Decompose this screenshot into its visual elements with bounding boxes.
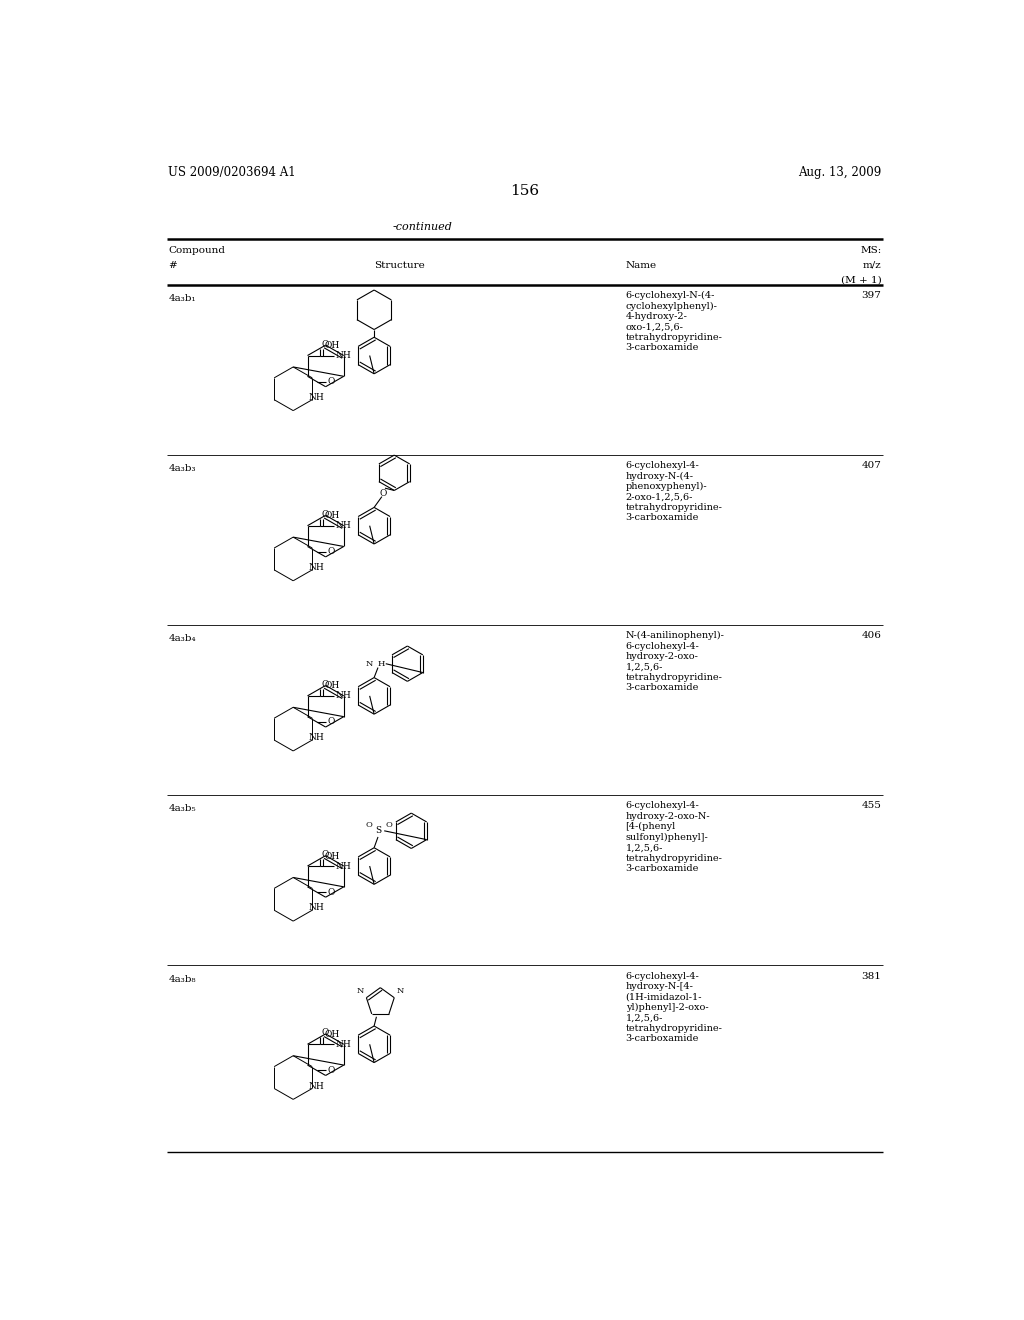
Text: NH: NH bbox=[336, 521, 351, 531]
Text: O: O bbox=[322, 680, 329, 689]
Text: Structure: Structure bbox=[374, 261, 425, 269]
Text: OH: OH bbox=[325, 511, 340, 520]
Text: Aug. 13, 2009: Aug. 13, 2009 bbox=[798, 166, 882, 180]
Text: 4a₃b₁: 4a₃b₁ bbox=[168, 294, 196, 302]
Text: N: N bbox=[356, 986, 365, 994]
Text: NH: NH bbox=[308, 1081, 325, 1090]
Text: 455: 455 bbox=[861, 801, 882, 810]
Text: 381: 381 bbox=[861, 972, 882, 981]
Text: 397: 397 bbox=[861, 290, 882, 300]
Text: O: O bbox=[322, 850, 329, 859]
Text: O: O bbox=[328, 887, 335, 896]
Text: 6-cyclohexyl-4-
hydroxy-N-(4-
phenoxyphenyl)-
2-oxo-1,2,5,6-
tetrahydropyridine-: 6-cyclohexyl-4- hydroxy-N-(4- phenoxyphe… bbox=[626, 461, 722, 523]
Text: OH: OH bbox=[325, 851, 340, 861]
Text: O: O bbox=[322, 339, 329, 348]
Text: MS:: MS: bbox=[860, 246, 882, 255]
Text: NH: NH bbox=[336, 351, 351, 360]
Text: (M + 1): (M + 1) bbox=[841, 276, 882, 284]
Text: 4a₃b₃: 4a₃b₃ bbox=[168, 465, 196, 473]
Text: N-(4-anilinophenyl)-
6-cyclohexyl-4-
hydroxy-2-oxo-
1,2,5,6-
tetrahydropyridine-: N-(4-anilinophenyl)- 6-cyclohexyl-4- hyd… bbox=[626, 631, 724, 692]
Text: NH: NH bbox=[336, 692, 351, 701]
Text: 4a₃b₈: 4a₃b₈ bbox=[168, 974, 196, 983]
Text: O: O bbox=[380, 488, 387, 498]
Text: 6-cyclohexyl-4-
hydroxy-N-[4-
(1H-imidazol-1-
yl)phenyl]-2-oxo-
1,2,5,6-
tetrahy: 6-cyclohexyl-4- hydroxy-N-[4- (1H-imidaz… bbox=[626, 972, 722, 1043]
Text: O: O bbox=[322, 1028, 329, 1038]
Text: #: # bbox=[168, 261, 177, 269]
Text: 6-cyclohexyl-4-
hydroxy-2-oxo-N-
[4-(phenyl
sulfonyl)phenyl]-
1,2,5,6-
tetrahydr: 6-cyclohexyl-4- hydroxy-2-oxo-N- [4-(phe… bbox=[626, 801, 722, 873]
Text: -continued: -continued bbox=[392, 222, 453, 231]
Text: S: S bbox=[375, 826, 381, 836]
Text: OH: OH bbox=[325, 681, 340, 690]
Text: Compound: Compound bbox=[168, 246, 225, 255]
Text: N: N bbox=[396, 986, 403, 994]
Text: NH: NH bbox=[336, 862, 351, 870]
Text: O: O bbox=[385, 821, 392, 829]
Text: O: O bbox=[366, 821, 372, 829]
Text: 6-cyclohexyl-N-(4-
cyclohexylphenyl)-
4-hydroxy-2-
oxo-1,2,5,6-
tetrahydropyridi: 6-cyclohexyl-N-(4- cyclohexylphenyl)- 4-… bbox=[626, 290, 722, 352]
Text: O: O bbox=[328, 548, 335, 556]
Text: 4a₃b₅: 4a₃b₅ bbox=[168, 804, 196, 813]
Text: 4a₃b₄: 4a₃b₄ bbox=[168, 635, 196, 643]
Text: m/z: m/z bbox=[862, 261, 882, 269]
Text: NH: NH bbox=[308, 564, 325, 572]
Text: O: O bbox=[328, 717, 335, 726]
Text: H: H bbox=[378, 660, 385, 668]
Text: US 2009/0203694 A1: US 2009/0203694 A1 bbox=[168, 166, 296, 180]
Text: 156: 156 bbox=[510, 183, 540, 198]
Text: O: O bbox=[322, 510, 329, 519]
Text: 406: 406 bbox=[861, 631, 882, 640]
Text: NH: NH bbox=[308, 393, 325, 401]
Text: Name: Name bbox=[626, 261, 656, 269]
Text: 407: 407 bbox=[861, 461, 882, 470]
Text: NH: NH bbox=[336, 1040, 351, 1049]
Text: OH: OH bbox=[325, 341, 340, 350]
Text: OH: OH bbox=[325, 1030, 340, 1039]
Text: N: N bbox=[366, 660, 373, 668]
Text: O: O bbox=[328, 378, 335, 385]
Text: O: O bbox=[328, 1065, 335, 1074]
Text: NH: NH bbox=[308, 733, 325, 742]
Text: NH: NH bbox=[308, 903, 325, 912]
